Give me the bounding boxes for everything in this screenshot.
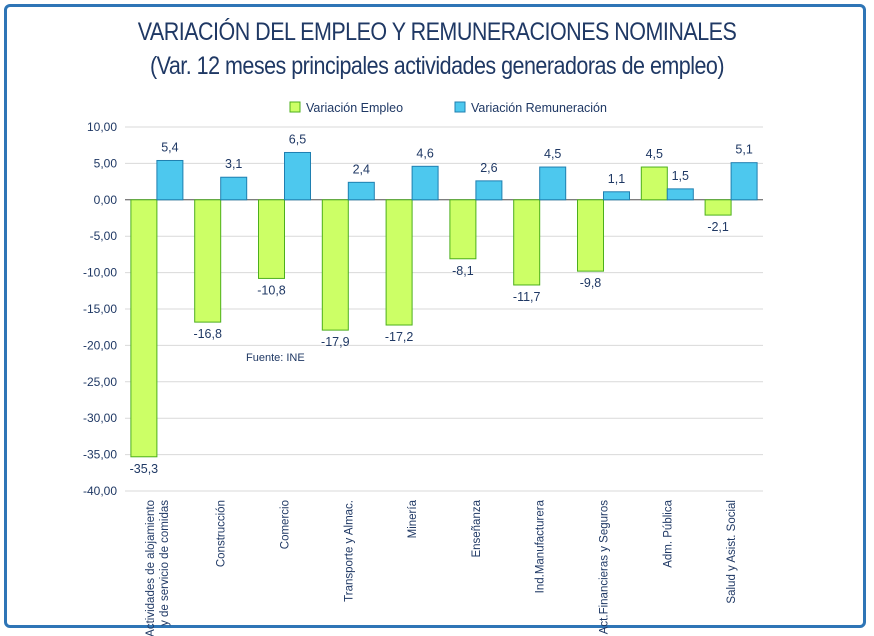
x-category-label: Minería: [407, 499, 419, 538]
chart-subtitle: (Var. 12 meses principales actividades g…: [149, 52, 725, 80]
bar-remuneracion: [411, 165, 439, 201]
bar-empleo: [194, 199, 222, 323]
bar-empleo: [704, 199, 732, 216]
y-tick-label: -15,00: [83, 302, 117, 316]
data-label-remuneracion: 5,4: [161, 140, 178, 154]
data-label-remuneracion: 2,6: [480, 161, 497, 175]
legend-label-remuneracion: Variación Remuneración: [471, 101, 607, 115]
x-category-label: Comercio: [280, 500, 292, 549]
y-tick-label: 5,00: [94, 156, 118, 170]
y-tick-label: -40,00: [83, 484, 117, 498]
data-label-empleo: -10,8: [257, 283, 286, 297]
y-tick-label: -5,00: [90, 229, 118, 243]
data-label-empleo: -2,1: [707, 220, 729, 234]
x-category-label: Act.Financieras y Seguros: [599, 500, 611, 634]
bar-remuneracion: [347, 181, 375, 201]
bar-remuneracion: [475, 180, 503, 201]
data-label-remuneracion: 1,1: [608, 172, 625, 186]
data-label-empleo: -16,8: [193, 327, 222, 341]
bar-remuneracion: [730, 162, 758, 201]
x-category-label: y de servicio de comidas: [159, 500, 171, 626]
bar-empleo: [385, 199, 413, 326]
data-label-remuneracion: 4,5: [544, 147, 561, 161]
data-label-remuneracion: 2,4: [353, 162, 370, 176]
bar-empleo: [321, 199, 349, 331]
data-label-empleo: -11,7: [513, 290, 541, 304]
legend-swatch-remuneracion: [454, 101, 466, 113]
source-note: Fuente: INE: [246, 352, 305, 364]
legend-swatch-empleo: [289, 101, 301, 113]
bar-remuneracion: [603, 191, 630, 201]
data-label-empleo: -35,3: [130, 462, 159, 476]
bar-remuneracion: [539, 166, 567, 201]
bar-empleo: [130, 199, 158, 458]
x-category-label: Actividades de alojamiento: [145, 500, 157, 636]
y-tick-label: 0,00: [94, 193, 118, 207]
bar-remuneracion: [284, 151, 311, 201]
data-label-remuneracion: 1,5: [672, 169, 689, 183]
data-label-remuneracion: 3,1: [225, 157, 242, 171]
data-label-empleo: -17,9: [321, 335, 350, 349]
data-label-empleo: -17,2: [385, 330, 414, 344]
x-category-label: Enseñanza: [471, 499, 483, 557]
x-category-label: Transporte y Almac.: [343, 500, 355, 602]
legend-label-empleo: Variación Empleo: [306, 101, 403, 115]
bar-empleo: [577, 199, 604, 272]
bar-empleo: [640, 166, 668, 201]
data-label-empleo: 4,5: [646, 147, 663, 161]
bar-remuneracion: [220, 176, 248, 201]
bar-empleo: [513, 199, 541, 286]
y-tick-label: -10,00: [83, 266, 117, 280]
bar-empleo: [449, 199, 477, 260]
data-label-remuneracion: 5,1: [735, 143, 752, 157]
x-category-label: Salud y Asist. Social: [726, 500, 738, 604]
data-label-empleo: -9,8: [580, 276, 602, 290]
y-tick-label: -25,00: [83, 375, 117, 389]
x-category-label: Construcción: [216, 500, 228, 567]
data-label-remuneracion: 4,6: [416, 146, 433, 160]
y-tick-label: -30,00: [83, 411, 117, 425]
bar-remuneracion: [666, 188, 694, 201]
bar-remuneracion: [156, 159, 184, 201]
y-tick-label: 10,00: [87, 120, 117, 134]
chart-title: VARIACIÓN DEL EMPLEO Y REMUNERACIONES NO…: [137, 18, 737, 46]
y-tick-label: -20,00: [83, 338, 117, 352]
bar-empleo: [258, 199, 285, 279]
x-category-label: Adm. Pública: [662, 499, 674, 567]
data-label-empleo: -8,1: [452, 264, 474, 278]
y-tick-label: -35,00: [83, 448, 117, 462]
data-label-remuneracion: 6,5: [289, 132, 306, 146]
x-category-label: Ind.Manufacturera: [535, 499, 547, 593]
